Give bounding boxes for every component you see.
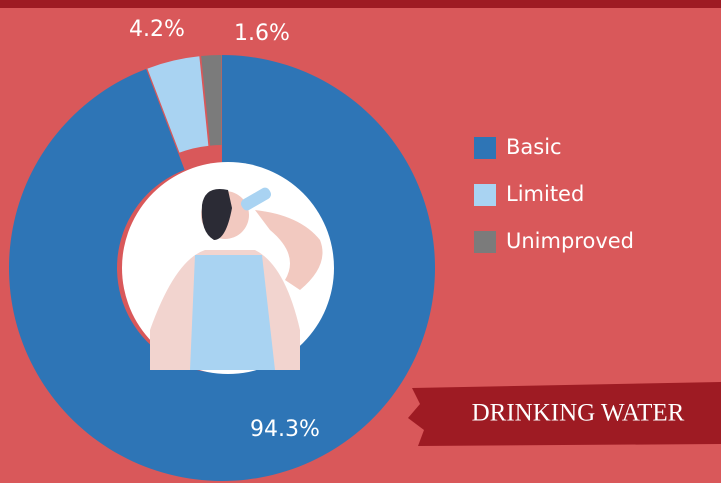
top-border xyxy=(0,0,721,8)
data-label: 4.2% xyxy=(129,17,185,42)
slice xyxy=(147,56,209,153)
bottle xyxy=(240,187,272,211)
legend-swatch xyxy=(474,184,496,206)
tank-top xyxy=(190,255,275,370)
hair xyxy=(201,189,232,240)
illustration xyxy=(122,162,334,374)
slice xyxy=(201,55,222,146)
data-label: 1.6% xyxy=(234,21,290,46)
legend: Basic Limited Unimproved xyxy=(474,135,634,253)
slice xyxy=(9,55,436,481)
arm xyxy=(255,210,323,290)
legend-label: Basic xyxy=(506,135,562,159)
chart-title: DRINKING WATER xyxy=(472,400,685,427)
data-label: 94.3% xyxy=(250,417,320,442)
legend-swatch xyxy=(474,137,496,159)
title-banner xyxy=(408,382,721,446)
donut: 94.3% 4.2% 1.6% xyxy=(9,17,436,481)
legend-label: Limited xyxy=(506,182,584,206)
legend-swatch xyxy=(474,231,496,253)
legend-label: Unimproved xyxy=(506,229,634,253)
